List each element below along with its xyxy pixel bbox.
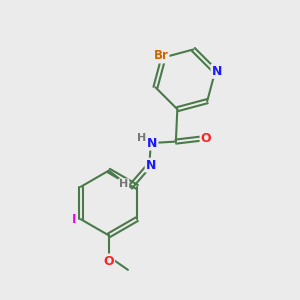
Text: N: N — [212, 65, 222, 78]
Text: N: N — [147, 136, 158, 150]
Text: I: I — [72, 213, 76, 226]
Text: Br: Br — [154, 50, 169, 62]
Text: N: N — [146, 159, 156, 172]
Text: H: H — [137, 133, 146, 143]
Text: O: O — [201, 132, 211, 145]
Text: O: O — [103, 254, 114, 268]
Text: H: H — [119, 179, 128, 189]
